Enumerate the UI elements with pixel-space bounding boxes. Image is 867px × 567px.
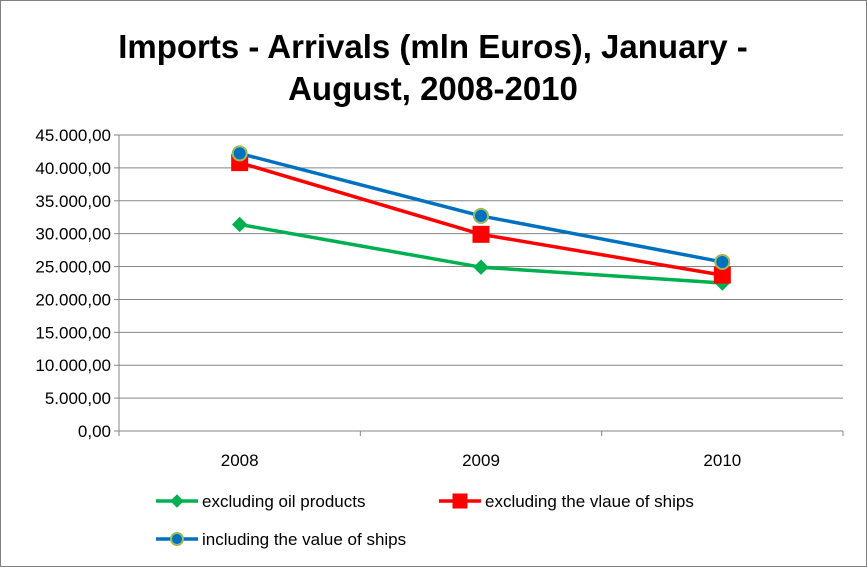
x-tick-label: 2008 [221, 451, 259, 470]
legend-marker [170, 532, 184, 546]
axes [114, 134, 844, 436]
x-tick-label: 2010 [703, 451, 741, 470]
legend-marker [170, 494, 184, 508]
x-axis-tick-labels: 2008 2009 2010 [221, 451, 741, 470]
chart-title-line-2: August, 2008-2010 [288, 70, 578, 107]
series-0 [231, 216, 731, 291]
data-point [473, 259, 489, 275]
y-tick-label: 40.000,00 [35, 159, 111, 178]
y-tick-label: 30.000,00 [35, 225, 111, 244]
y-tick-label: 0,00 [78, 422, 111, 441]
data-point [231, 216, 248, 233]
y-tick-label: 35.000,00 [35, 192, 111, 211]
data-point [473, 207, 489, 224]
series-2 [231, 145, 731, 270]
chart-title: Imports - Arrivals (mln Euros), January … [118, 28, 748, 107]
data-point [714, 253, 731, 270]
legend-label: excluding the vlaue of ships [485, 492, 694, 511]
series [231, 145, 731, 291]
y-axis-tick-labels: 0,00 5.000,00 10.000,00 15.000,00 20.000,00 2… [35, 126, 111, 441]
series-1 [231, 154, 731, 284]
legend-marker [452, 493, 468, 509]
y-tick-label: 5.000,00 [45, 389, 111, 408]
x-tick-label: 2009 [462, 451, 500, 470]
legend-entry: including the value of ships [156, 530, 406, 549]
legend-entry: excluding oil products [156, 492, 365, 511]
legend: excluding oil products excluding the vlau… [156, 492, 694, 549]
series-line [239, 151, 723, 264]
data-point [231, 145, 248, 162]
y-tick-label: 45.000,00 [35, 126, 111, 145]
legend-label: including the value of ships [202, 530, 406, 549]
y-tick-label: 15.000,00 [35, 323, 111, 342]
legend-label: excluding oil products [202, 492, 365, 511]
y-tick-label: 25.000,00 [35, 258, 111, 277]
legend-entry: excluding the vlaue of ships [439, 492, 694, 511]
chart-title-line-1: Imports - Arrivals (mln Euros), January … [118, 28, 748, 65]
y-tick-label: 20.000,00 [35, 290, 111, 309]
y-tick-label: 10.000,00 [35, 356, 111, 375]
data-point [472, 225, 490, 243]
